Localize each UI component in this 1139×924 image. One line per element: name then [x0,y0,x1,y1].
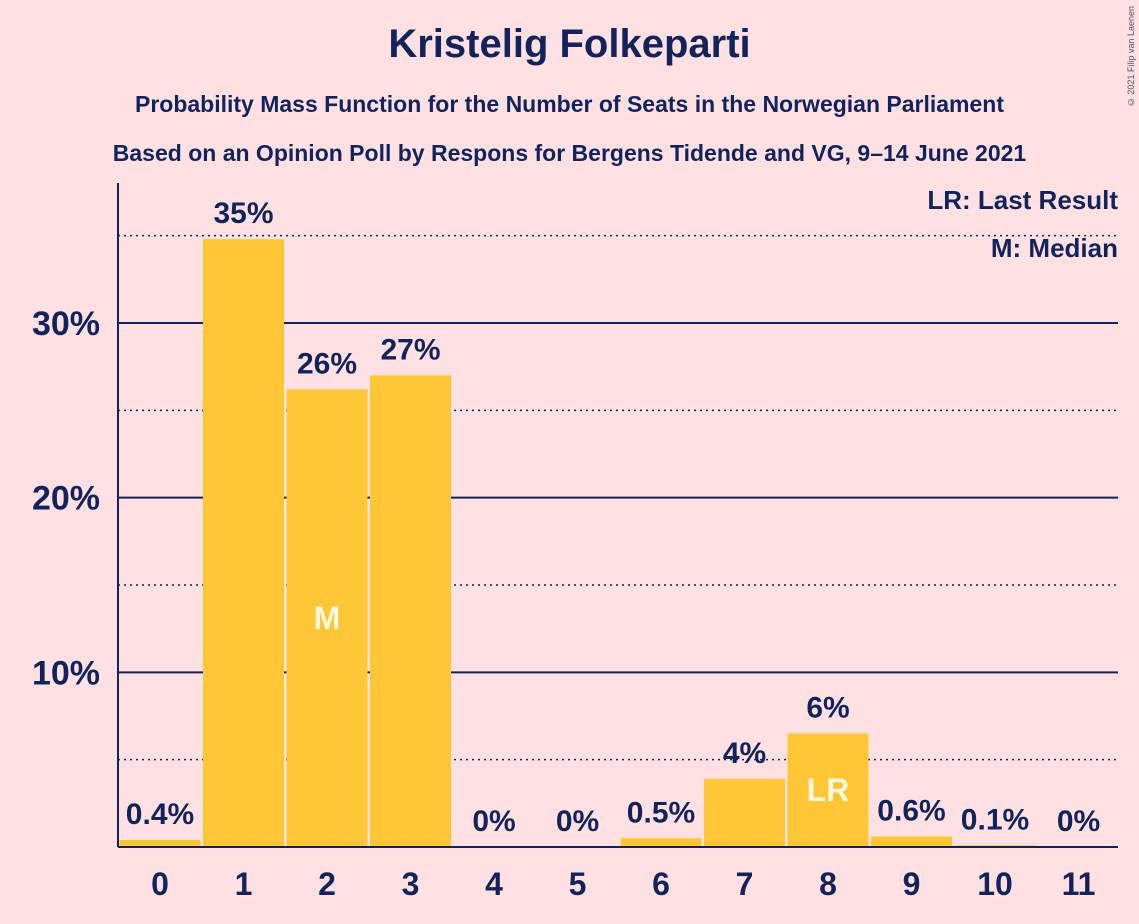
x-tick-label: 3 [402,866,420,902]
chart-subtitle-source: Based on an Opinion Poll by Respons for … [112,140,1027,166]
y-tick-label: 10% [32,654,100,692]
x-tick-label: 1 [235,866,253,902]
x-tick-label: 6 [652,866,670,902]
data-label: 6% [806,691,849,724]
bar [704,778,785,847]
last-result-marker: LR [807,772,850,808]
y-tick-label: 30% [32,305,100,343]
data-label: 0.1% [961,803,1029,836]
bar [203,239,284,847]
bar [787,733,869,847]
data-label: 0.5% [627,796,695,829]
x-tick-label: 11 [1062,866,1096,902]
x-tick-label: 7 [736,866,754,902]
chart-subtitle: Probability Mass Function for the Number… [134,91,1005,117]
chart-title: Kristelig Folkeparti [388,22,751,66]
x-tick-label: 5 [569,866,587,902]
median-marker: M [314,600,341,636]
data-label: 27% [380,333,440,366]
bar [620,838,702,847]
bar [286,389,368,847]
legend-entry: LR: Last Result [927,185,1118,215]
x-tick-label: 2 [318,866,336,902]
data-label: 0% [556,805,599,838]
x-tick-label: 0 [151,866,169,902]
data-label: 0.6% [877,795,945,828]
data-label: 35% [213,197,273,230]
data-label: 4% [723,737,766,770]
y-tick-label: 20% [32,480,100,518]
bar [119,840,201,847]
x-tick-label: 9 [903,866,921,902]
bar [370,375,451,847]
data-label: 26% [297,347,357,380]
x-tick-label: 4 [485,866,503,902]
data-label: 0.4% [126,798,194,831]
legend-entry: M: Median [991,233,1118,263]
x-tick-label: 8 [819,866,837,902]
bar [871,836,952,847]
data-label: 0% [1057,805,1100,838]
data-label: 0% [472,805,515,838]
x-tick-label: 10 [977,866,1013,902]
